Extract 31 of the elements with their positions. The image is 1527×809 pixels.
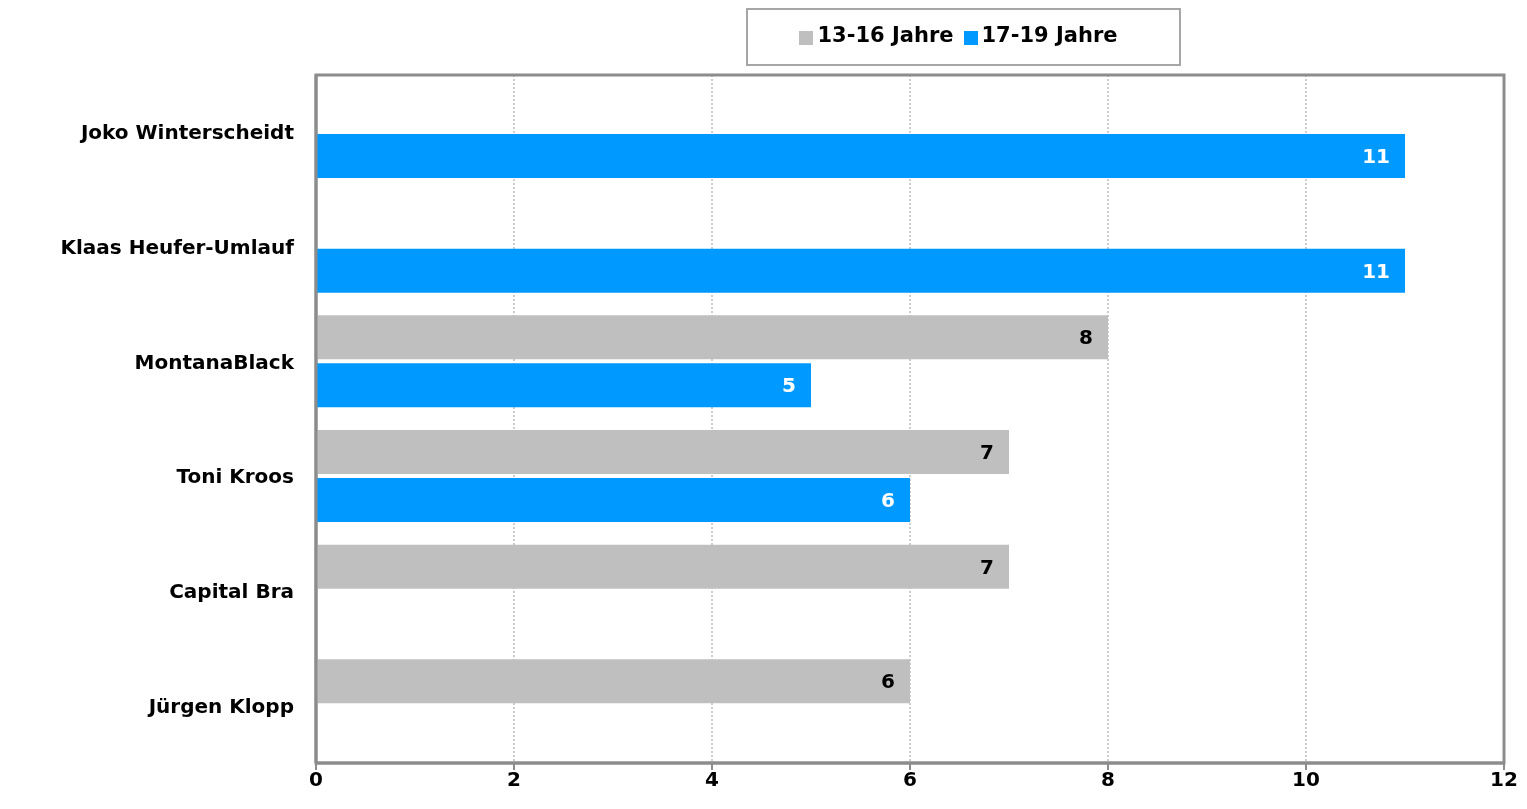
bar (316, 315, 1108, 360)
data-label: 11 (1362, 258, 1390, 283)
data-label: 6 (881, 488, 895, 513)
x-tick-label: 6 (903, 767, 917, 792)
data-label: 7 (980, 440, 994, 465)
bar (316, 478, 910, 522)
y-tick-label: Toni Kroos (176, 464, 294, 489)
bar (316, 430, 1009, 474)
bar (316, 248, 1405, 293)
legend-label: 17-19 Jahre (981, 23, 1118, 47)
data-label: 5 (782, 373, 796, 398)
data-label: 8 (1079, 325, 1093, 350)
y-tick-label: Klaas Heufer-Umlauf (60, 235, 295, 260)
y-tick-label: Capital Bra (169, 579, 294, 604)
x-tick-label: 4 (705, 767, 719, 792)
y-tick-label: MontanaBlack (134, 349, 295, 374)
bar (316, 134, 1405, 178)
data-label: 6 (881, 669, 895, 694)
bar (316, 363, 811, 408)
legend-label: 13-16 Jahre (817, 23, 954, 47)
data-label: 11 (1362, 144, 1390, 169)
y-tick-label: Joko Winterscheidt (78, 120, 295, 145)
x-tick-label: 10 (1292, 767, 1320, 792)
x-tick-label: 2 (507, 767, 521, 792)
y-tick-label: Jürgen Klopp (146, 693, 294, 718)
data-label: 7 (980, 554, 994, 579)
x-tick-label: 12 (1490, 767, 1518, 792)
bar (316, 544, 1009, 589)
x-tick-label: 0 (309, 767, 323, 792)
x-tick-label: 8 (1101, 767, 1115, 792)
bar (316, 659, 910, 704)
